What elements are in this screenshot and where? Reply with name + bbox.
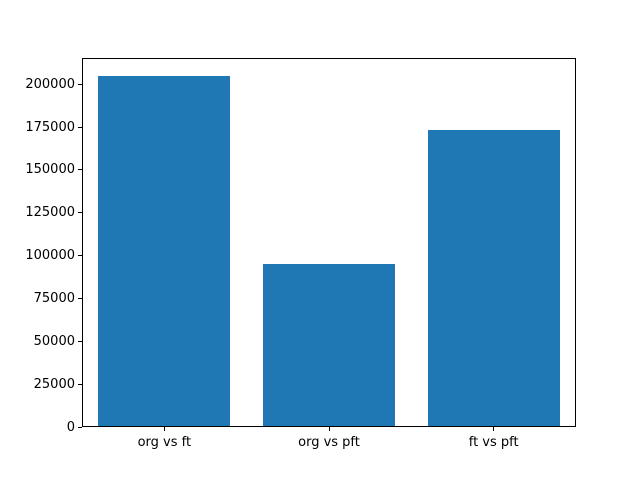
y-tick-label: 175000 [25,119,75,135]
y-tick-label: 75000 [33,290,75,306]
y-tick-mark [78,126,82,128]
x-tick-mark [328,427,330,431]
bar-ft-vs-pft [427,130,560,426]
y-tick-mark [78,169,82,171]
y-tick-label: 50000 [33,333,75,349]
x-tick-label: ft vs pft [468,435,519,450]
y-tick-mark [78,83,82,85]
y-tick-label: 0 [66,419,75,435]
y-tick-mark [78,297,82,299]
x-tick-label: org vs pft [298,435,360,450]
y-tick-mark [78,426,82,428]
x-tick-label: org vs ft [137,435,192,450]
x-tick-mark [163,427,165,431]
y-tick-label: 200000 [25,76,75,92]
y-tick-label: 125000 [25,205,75,221]
bar-org-vs-ft [98,75,231,426]
y-tick-label: 100000 [25,248,75,264]
y-tick-label: 25000 [33,376,75,392]
y-tick-label: 150000 [25,162,75,178]
y-tick-mark [78,340,82,342]
y-tick-mark [78,255,82,257]
x-tick-mark [493,427,495,431]
y-tick-mark [78,383,82,385]
bar-org-vs-pft [263,264,395,426]
y-tick-mark [78,212,82,214]
